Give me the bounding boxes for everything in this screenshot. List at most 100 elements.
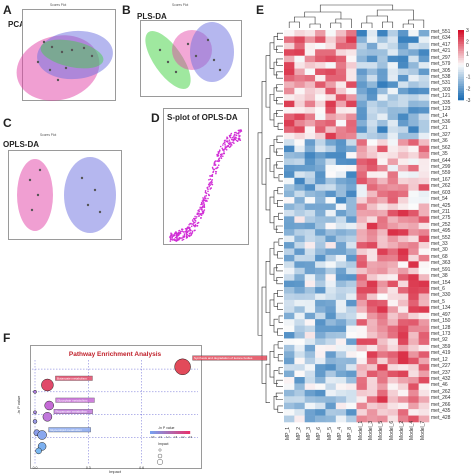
legend-swatch [458,95,464,98]
splot-point [229,145,232,147]
heatmap-cell [294,415,306,423]
splot-point [202,205,204,207]
heatmap-cell [346,171,357,179]
heatmap-cell [356,299,368,307]
legend-swatch [458,44,464,47]
legend-swatch [458,51,464,54]
splot-point [237,137,240,140]
splot-point [217,151,219,153]
heatmap-cell [387,312,399,320]
heatmap-cell [335,222,347,230]
heatmap-cell [304,299,316,307]
splot-point [183,234,186,236]
heatmap-cell [284,409,295,416]
heatmap-cell [356,126,368,134]
heatmap-cell [387,254,399,262]
heatmap-cell [418,113,430,121]
splot-point [169,237,172,239]
heatmap-cell [315,409,326,416]
heatmap-cell [315,158,326,166]
splot-point [221,153,223,155]
heatmap-cell [335,338,347,346]
splot-point [216,154,219,156]
heatmap-cell [325,152,337,159]
heatmap-cell [387,274,399,281]
heatmap-cell [366,338,378,346]
heatmap-cell [356,132,368,140]
splot-point [220,154,222,157]
heatmap-cell [356,274,368,281]
heatmap-cell [315,306,326,314]
heatmap-cell [335,267,347,275]
heatmap-cell [294,299,306,307]
legend-swatch [458,81,464,84]
heatmap-cell [346,325,357,333]
heatmap-cell [408,164,419,172]
heatmap-cell [315,248,326,256]
splot-point [229,136,232,139]
dendrogram-branch [273,395,278,410]
heatmap-cell [294,254,306,262]
heatmap-cell [397,158,409,166]
heatmap-cell [387,351,399,359]
splot-point [207,190,209,193]
heatmap-cell [335,402,347,410]
legend-swatch [458,74,464,77]
heatmap-cell [377,261,388,269]
heatmap-cell [387,377,399,384]
heatmap-cell [304,415,316,423]
heatmap-cell [366,30,378,37]
legend-swatch [458,67,464,70]
heatmap-cell [387,383,399,391]
splot-point [186,228,188,230]
heatmap-cell [408,325,419,333]
heatmap-cell [294,344,306,352]
splot-point [223,141,226,144]
pathway-label: Propanoate metabolism [55,410,87,414]
heatmap-cell [284,216,295,224]
pathway-bubble [37,430,47,440]
heatmap-cell [408,158,419,166]
legend-tick: 0.6 [151,435,155,439]
heatmap-cell [418,235,430,243]
heatmap-cell [418,158,430,166]
splot-point [197,210,199,212]
splot-point [198,215,200,217]
heatmap-cell [377,396,388,404]
heatmap-cell [356,30,368,37]
splot-point [217,152,220,154]
heatmap-cell [397,235,409,243]
heatmap-cell [408,119,419,127]
splot-point [227,142,230,145]
heatmap-cell [377,55,388,63]
legend-tick: 2.2 [181,435,185,439]
heatmap-row-label: met_579 [431,61,451,68]
legend-gradient [162,431,165,434]
heatmap-cell [397,94,409,101]
heatmap-cell [356,364,368,371]
heatmap-cell [366,171,378,179]
heatmap-cell [304,364,316,371]
heatmap-cell [366,357,378,365]
heatmap-cell [397,36,409,44]
heatmap-cell [366,177,378,185]
heatmap-cell [335,152,347,159]
splot-point [215,171,218,173]
panel-letter-b: B [122,3,131,17]
heatmap-cell [294,36,306,44]
splot-point [207,188,209,191]
heatmap-cell [294,68,306,76]
heatmap-cell [366,152,378,159]
heatmap-cell [397,364,409,371]
heatmap-cell [284,177,295,185]
oplsda-plot-title: Scores Plot [40,133,57,137]
splot-point [177,233,180,235]
splot-point [238,135,240,138]
heatmap-cell [346,87,357,95]
heatmap-cell [356,287,368,294]
pathway-bubble [32,419,38,424]
x-tick-label: 0.3 [86,466,91,470]
heatmap-cell [356,190,368,198]
heatmap-cell [284,132,295,140]
panel-letter-e: E [256,3,265,17]
